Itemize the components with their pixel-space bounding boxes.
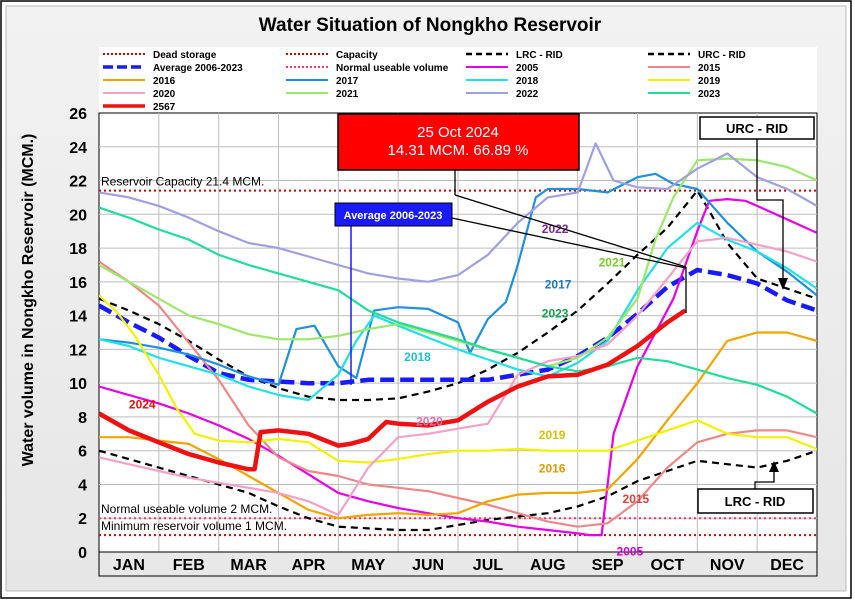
x-tick-label: NOV	[710, 557, 745, 574]
series-line-lrc-rid	[99, 449, 817, 532]
legend-label: 2020	[153, 89, 176, 100]
series-label: 2019	[539, 428, 566, 442]
x-axis-band	[98, 551, 818, 577]
y-tick-label: 26	[69, 106, 87, 123]
urc-callout-text: URC - RID	[726, 121, 788, 136]
y-tick-label: 20	[69, 207, 87, 224]
series-label: 2015	[623, 492, 650, 506]
x-tick-label: SEP	[592, 557, 624, 574]
legend-label: LRC - RID	[516, 50, 563, 61]
x-tick-label: AUG	[530, 557, 566, 574]
series-label: 2017	[545, 278, 572, 292]
legend-label: Capacity	[336, 50, 378, 61]
legend-label: Average 2006-2023	[153, 63, 243, 74]
series-line-2019	[99, 294, 817, 464]
reference-label: Normal useable volume 2 MCM.	[101, 502, 272, 516]
legend: Dead storage Capacity LRC - RID URC - RID Av…	[103, 50, 746, 113]
y-tick-label: 12	[69, 342, 87, 359]
urc-callout: URC - RID	[699, 116, 815, 290]
y-tick-label: 16	[69, 275, 87, 292]
y-tick-label: 14	[69, 309, 87, 326]
series-label: 2022	[542, 222, 569, 236]
callout-line: 25 Oct 2024	[417, 124, 499, 141]
y-tick-label: 4	[78, 477, 87, 494]
series-label: 2005	[617, 544, 644, 558]
series-labels: 2024 2022 2021 2017 2023 2018 2020 2019 2016 2015…	[129, 222, 650, 558]
series-line-2016	[99, 331, 817, 520]
legend-label: URC - RID	[698, 50, 746, 61]
legend-label: Dead storage	[153, 50, 217, 61]
y-tick-label: 18	[69, 241, 87, 258]
x-tick-label: MAR	[230, 557, 267, 574]
chart-title: Water Situation of Nongkho Reservoir	[259, 15, 602, 36]
series-line-2567	[99, 308, 687, 472]
x-tick-label: JAN	[113, 557, 145, 574]
legend-box	[99, 47, 817, 113]
x-tick-labels: JAN FEB MAR APR MAY JUN JUL AUG SEP OCT NOV DEC	[113, 557, 805, 574]
x-tick-label: OCT	[651, 557, 685, 574]
legend-label: Normal useable volume	[336, 63, 449, 74]
series-line-2023	[99, 206, 817, 415]
current-value-text: 25 Oct 2024 14.31 MCM. 66.89 %	[388, 124, 529, 159]
y-tick-label: 22	[69, 174, 87, 191]
legend-label: 2022	[516, 89, 539, 100]
lrc-callout: LRC - RID	[697, 461, 814, 514]
legend-label: 2018	[516, 76, 539, 87]
x-tick-label: JUL	[473, 557, 503, 574]
y-tick-label: 0	[78, 545, 87, 562]
legend-label: 2567	[153, 102, 176, 113]
average-callout: Average 2006-2023	[334, 202, 687, 385]
y-axis-label: Water volume in Nongkho Reservoir (MCM.)	[20, 134, 37, 467]
y-tick-label: 6	[78, 444, 87, 461]
x-tick-label: MAY	[351, 557, 385, 574]
legend-label: 2021	[336, 89, 359, 100]
series-label: 2016	[539, 462, 566, 476]
series-label: 2018	[404, 350, 431, 364]
series-label: 2020	[416, 414, 443, 428]
series-line-2015	[99, 260, 817, 528]
legend-label: 2023	[698, 89, 721, 100]
x-tick-label: FEB	[173, 557, 205, 574]
x-tick-label: JUN	[412, 557, 444, 574]
current-value-callout: 25 Oct 2024 14.31 MCM. 66.89 %	[337, 113, 687, 313]
reference-labels: Reservoir Capacity 21.4 MCM. Normal useab…	[101, 175, 287, 533]
y-tick-label: 2	[78, 511, 87, 528]
legend-label: 2016	[153, 76, 176, 87]
callout-line: 14.31 MCM. 66.89 %	[388, 142, 529, 159]
x-tick-label: DEC	[770, 557, 804, 574]
average-callout-text: Average 2006-2023	[344, 210, 443, 222]
series-line-2020	[99, 236, 817, 517]
y-tick-label: 8	[78, 410, 87, 427]
x-tick-label: APR	[292, 557, 326, 574]
legend-label: 2005	[516, 63, 539, 74]
series-label: 2021	[599, 256, 626, 270]
legend-label: 2017	[336, 76, 359, 87]
series-line-2022	[99, 142, 817, 283]
lrc-callout-text: LRC - RID	[725, 494, 786, 509]
series-label: 2023	[542, 306, 569, 320]
reference-label: Reservoir Capacity 21.4 MCM.	[101, 175, 264, 189]
legend-label: 2015	[698, 63, 721, 74]
series-line-average-2006-2023	[99, 267, 817, 386]
y-tick-label: 24	[69, 140, 87, 157]
reference-label: Minimum reservoir volume 1 MCM.	[101, 519, 287, 533]
legend-label: 2019	[698, 76, 721, 87]
series-group	[99, 142, 817, 537]
series-line-2005	[99, 198, 817, 537]
series-line-2018	[99, 221, 817, 402]
y-tick-label: 10	[69, 376, 87, 393]
series-label: 2024	[129, 397, 156, 411]
